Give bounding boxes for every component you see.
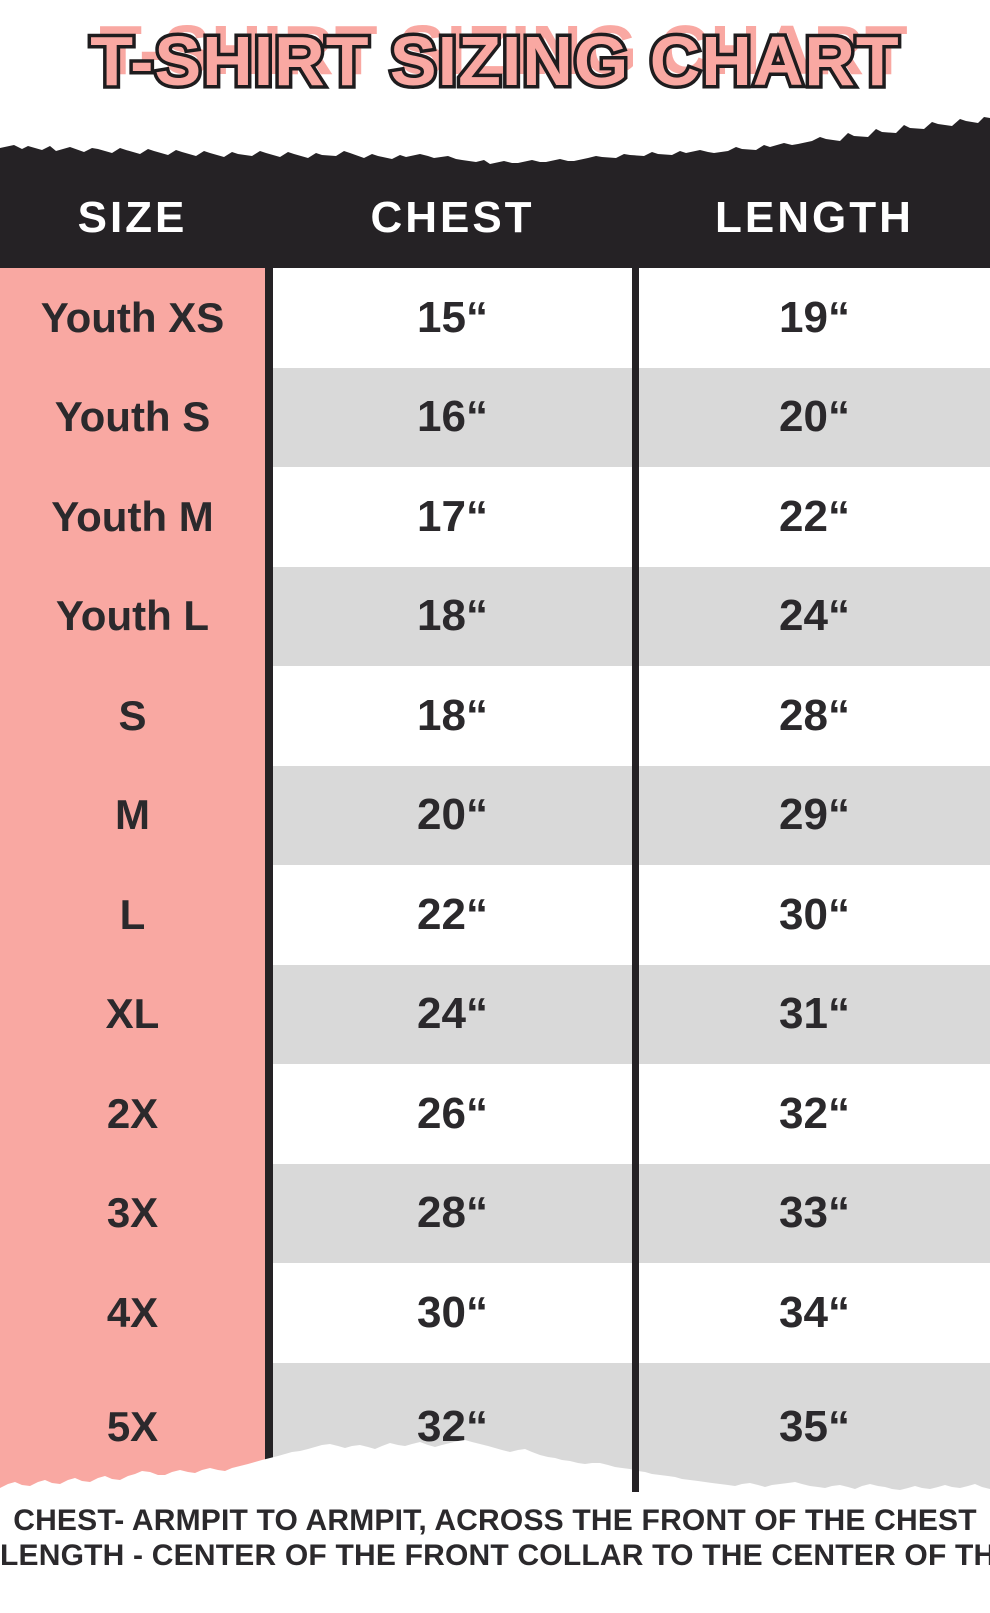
chest-cell: 30“ (273, 1263, 632, 1363)
length-cell: 24“ (639, 566, 990, 666)
table-row: Youth M 17“ 22“ (0, 467, 990, 567)
table-row: Youth XS 15“ 19“ (0, 268, 990, 368)
column-header-size: SIZE (77, 193, 188, 242)
column-divider (632, 467, 639, 567)
size-cell: Youth M (0, 467, 265, 567)
chest-cell: 20“ (273, 765, 632, 865)
column-divider (265, 367, 273, 467)
length-cell: 28“ (639, 666, 990, 766)
length-cell: 34“ (639, 1263, 990, 1363)
chest-cell: 22“ (273, 865, 632, 965)
chest-cell: 18“ (273, 666, 632, 766)
size-cell: L (0, 865, 265, 965)
column-divider (265, 1064, 273, 1164)
table-row: Youth S 16“ 20“ (0, 367, 990, 467)
column-divider (265, 1362, 273, 1491)
chest-cell: 18“ (273, 566, 632, 666)
table-row: M 20“ 29“ (0, 765, 990, 865)
size-cell: 2X (0, 1064, 265, 1164)
size-cell: Youth XS (0, 268, 265, 368)
column-divider (632, 566, 639, 666)
column-divider (265, 1163, 273, 1263)
table-row: 3X 28“ 33“ (0, 1163, 990, 1263)
table-row: Youth L 18“ 24“ (0, 566, 990, 666)
column-divider (632, 367, 639, 467)
column-divider (265, 566, 273, 666)
column-divider (265, 666, 273, 766)
length-cell: 33“ (639, 1163, 990, 1263)
length-cell: 19“ (639, 268, 990, 368)
measurement-notes: CHEST- ARMPIT TO ARMPIT, ACROSS THE FRON… (0, 1503, 990, 1573)
chest-cell: 16“ (273, 367, 632, 467)
center-divider-torn-stub (632, 1440, 639, 1492)
length-definition: LENGTH - CENTER OF THE FRONT COLLAR TO T… (0, 1539, 990, 1572)
torn-paper-top-edge (0, 117, 990, 168)
column-divider (632, 865, 639, 965)
table-row: XL 24“ 31“ (0, 964, 990, 1064)
size-cell: Youth S (0, 367, 265, 467)
length-cell: 31“ (639, 964, 990, 1064)
torn-paper-bottom-edge (0, 1440, 990, 1520)
title-row: T-SHIRT SIZING CHART T-SHIRT SIZING CHAR… (0, 15, 990, 100)
chest-cell: 15“ (273, 268, 632, 368)
table-row: L 22“ 30“ (0, 865, 990, 965)
column-divider (632, 765, 639, 865)
size-cell: M (0, 765, 265, 865)
column-divider (265, 1263, 273, 1363)
page-title: T-SHIRT SIZING CHART T-SHIRT SIZING CHAR… (87, 15, 908, 100)
size-cell: Youth L (0, 566, 265, 666)
column-divider (632, 1362, 639, 1491)
column-divider (632, 1064, 639, 1164)
length-cell: 20“ (639, 367, 990, 467)
table-row: 2X 26“ 32“ (0, 1064, 990, 1164)
column-divider (265, 467, 273, 567)
length-cell: 30“ (639, 865, 990, 965)
size-table: Youth XS 15“ 19“ Youth S 16“ 20“ Youth M… (0, 268, 990, 1491)
column-divider (632, 964, 639, 1064)
table-header: SIZE CHEST LENGTH (0, 168, 990, 268)
table-row: S 18“ 28“ (0, 666, 990, 766)
chest-cell: 24“ (273, 964, 632, 1064)
column-divider (265, 964, 273, 1064)
size-cell: 3X (0, 1163, 265, 1263)
page-title-outline-text: T-SHIRT SIZING CHART (87, 22, 902, 100)
chest-cell: 17“ (273, 467, 632, 567)
size-cell: XL (0, 964, 265, 1064)
chest-cell: 28“ (273, 1163, 632, 1263)
chest-definition: CHEST- ARMPIT TO ARMPIT, ACROSS THE FRON… (13, 1504, 977, 1537)
column-header-length: LENGTH (715, 193, 914, 242)
column-divider (632, 666, 639, 766)
table-row: 4X 30“ 34“ (0, 1263, 990, 1363)
size-cell: 5X (0, 1362, 265, 1491)
column-divider (265, 865, 273, 965)
column-divider (265, 765, 273, 865)
chest-cell: 26“ (273, 1064, 632, 1164)
column-divider (632, 268, 639, 368)
size-cell: S (0, 666, 265, 766)
column-divider (632, 1263, 639, 1363)
length-cell: 22“ (639, 467, 990, 567)
column-divider (632, 1163, 639, 1263)
column-header-chest: CHEST (370, 193, 535, 242)
length-cell: 29“ (639, 765, 990, 865)
page-title-shadow-text: T-SHIRT SIZING CHART (99, 11, 909, 89)
length-cell: 35“ (639, 1362, 990, 1491)
column-divider (265, 268, 273, 368)
page-title-text: T-SHIRT SIZING CHART (90, 22, 900, 100)
size-cell: 4X (0, 1263, 265, 1363)
length-cell: 32“ (639, 1064, 990, 1164)
